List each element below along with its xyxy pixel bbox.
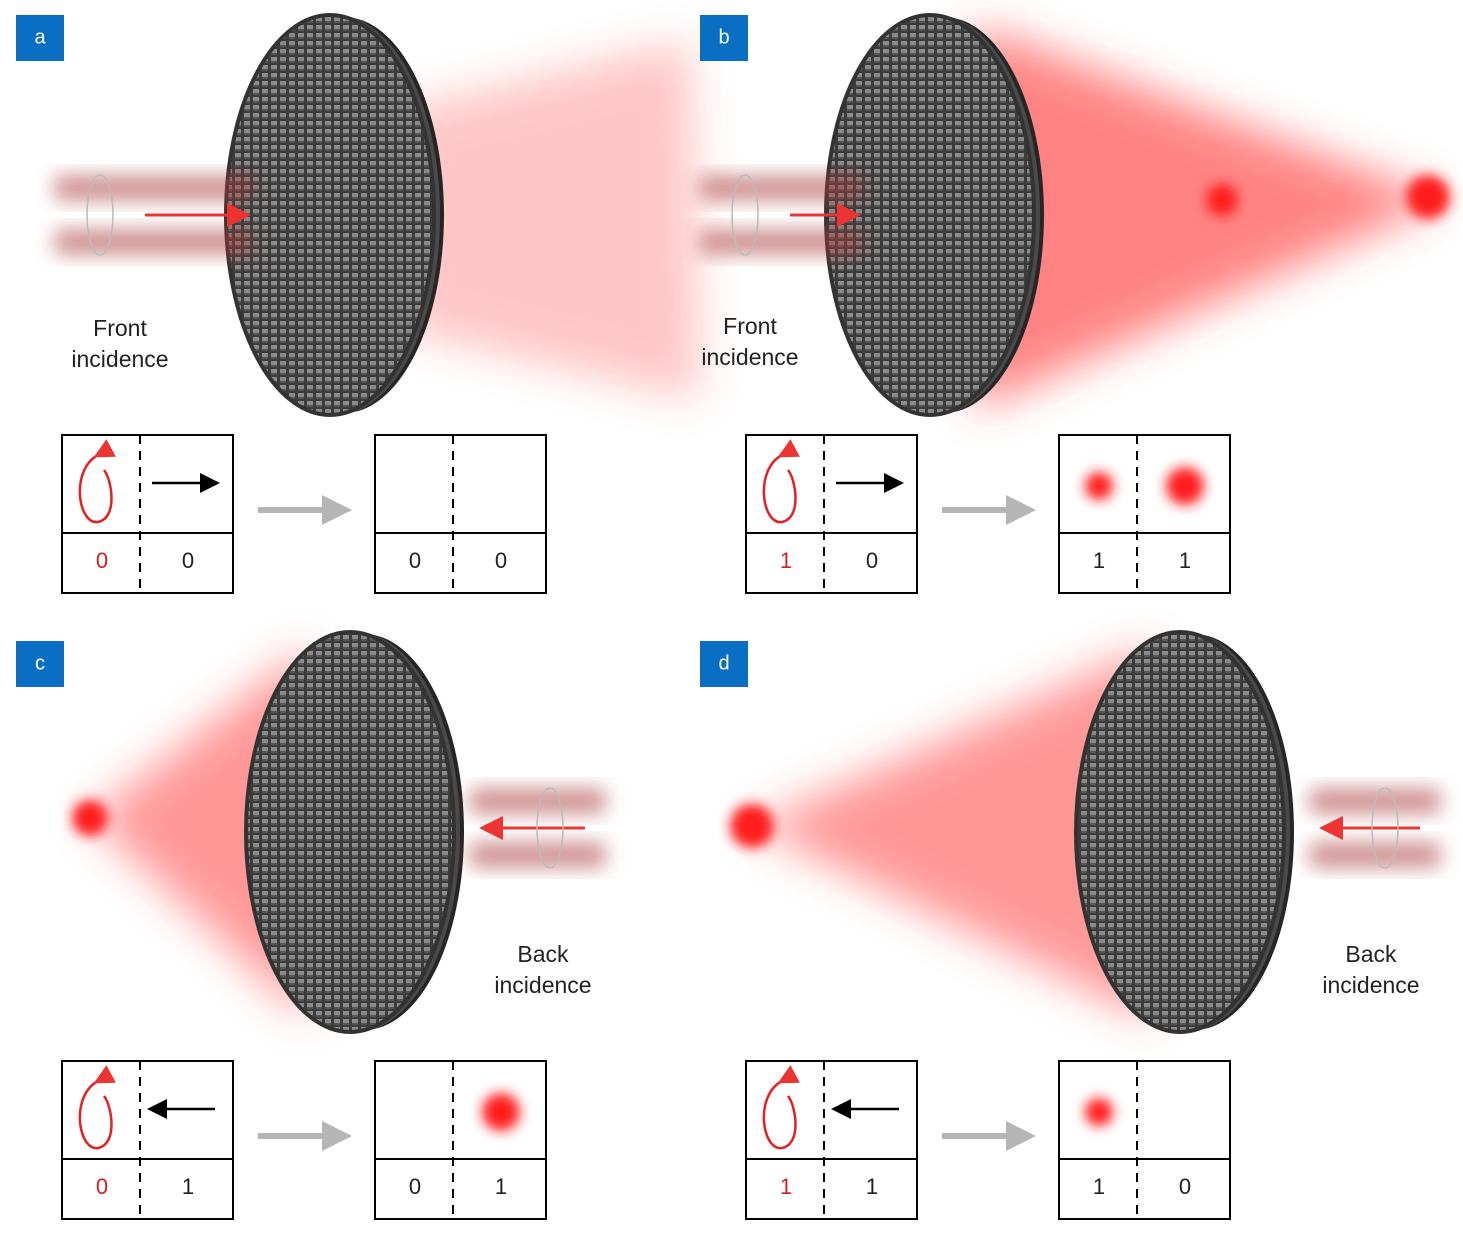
input-box <box>61 434 234 594</box>
input-digit: 1 <box>182 1174 194 1199</box>
input-digit: 0 <box>96 1174 108 1199</box>
output-spot <box>482 1093 520 1131</box>
circular-polarization <box>78 439 116 524</box>
focal-spot <box>1206 184 1238 216</box>
circular-polarization <box>762 439 800 524</box>
input-box <box>745 434 918 594</box>
output-digit: 1 <box>1093 1174 1105 1199</box>
circular-polarization <box>78 1065 116 1150</box>
light-cone <box>400 40 700 400</box>
metasurface <box>1074 630 1286 1034</box>
output-spot <box>1166 467 1204 505</box>
output-spot <box>1085 1098 1113 1126</box>
light-cone <box>752 646 1154 1021</box>
incidence-text: Front <box>93 315 147 341</box>
output-digit: 0 <box>409 1174 421 1199</box>
panel-label-box <box>16 15 64 61</box>
panel: d Back incidence 1 1 1 0 <box>700 630 1440 1220</box>
incidence-text: incidence <box>1322 972 1419 998</box>
input-digit: 0 <box>866 548 878 573</box>
output-box <box>374 1060 547 1220</box>
circular-polarization <box>762 1065 800 1150</box>
input-digit: 0 <box>96 548 108 573</box>
polarization-icon <box>536 787 564 869</box>
incidence-text: Back <box>517 941 569 967</box>
output-digit: 1 <box>495 1174 507 1199</box>
incidence-text: Front <box>723 313 777 339</box>
panel-label: c <box>35 652 45 674</box>
metasurface <box>224 13 436 417</box>
incidence-text: incidence <box>71 346 168 372</box>
incidence-text: incidence <box>494 972 591 998</box>
input-box <box>745 1060 918 1220</box>
panel-label: b <box>718 26 729 48</box>
panel: a Front incidence 0 0 0 0 <box>16 13 700 594</box>
panel-label-box <box>16 641 64 687</box>
output-digit: 1 <box>1179 548 1191 573</box>
incidence-text: Back <box>1345 941 1397 967</box>
panel: b Front incidence 1 0 1 1 <box>700 13 1450 594</box>
incident-beam <box>55 230 250 254</box>
panel-label: a <box>34 26 46 48</box>
focal-spot <box>1406 175 1450 219</box>
output-digit: 0 <box>495 548 507 573</box>
polarization-icon <box>86 174 114 256</box>
incident-beam <box>700 230 860 254</box>
incident-beam <box>55 176 250 200</box>
panel-label: d <box>718 652 729 674</box>
metasurface <box>824 13 1036 417</box>
focal-spot <box>730 804 774 848</box>
focal-spot <box>72 800 108 836</box>
input-digit: 0 <box>182 548 194 573</box>
input-digit: 1 <box>780 1174 792 1199</box>
output-box <box>374 434 547 594</box>
input-box <box>61 1060 234 1220</box>
output-box <box>1058 1060 1231 1220</box>
light-cone <box>974 25 1444 410</box>
input-digit: 1 <box>866 1174 878 1199</box>
panel-label-box <box>700 641 748 687</box>
polarization-icon <box>1371 787 1399 869</box>
metasurface <box>244 630 456 1034</box>
polarization-icon <box>731 174 759 256</box>
output-digit: 1 <box>1093 548 1105 573</box>
output-digit: 0 <box>409 548 421 573</box>
incident-beam <box>700 176 860 200</box>
output-spot <box>1085 472 1113 500</box>
panel-label-box <box>700 15 748 61</box>
panel: c Back incidence 0 1 0 1 <box>16 630 605 1220</box>
incidence-text: incidence <box>701 344 798 370</box>
incident-beam <box>470 843 605 867</box>
output-box <box>1058 434 1231 594</box>
incident-beam <box>470 789 605 813</box>
light-cone <box>90 646 310 1021</box>
input-digit: 1 <box>780 548 792 573</box>
output-digit: 0 <box>1179 1174 1191 1199</box>
